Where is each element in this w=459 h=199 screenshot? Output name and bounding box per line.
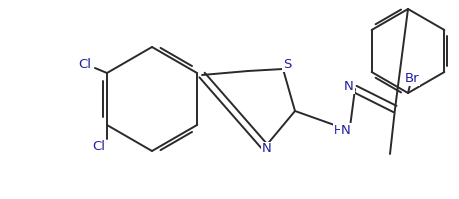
Text: Cl: Cl (92, 140, 105, 153)
Text: S: S (282, 59, 291, 71)
Text: Br: Br (404, 72, 419, 86)
Text: Cl: Cl (78, 59, 91, 71)
Text: N: N (343, 81, 353, 94)
Text: H: H (333, 124, 341, 137)
Text: N: N (262, 142, 271, 155)
Text: N: N (341, 124, 350, 137)
